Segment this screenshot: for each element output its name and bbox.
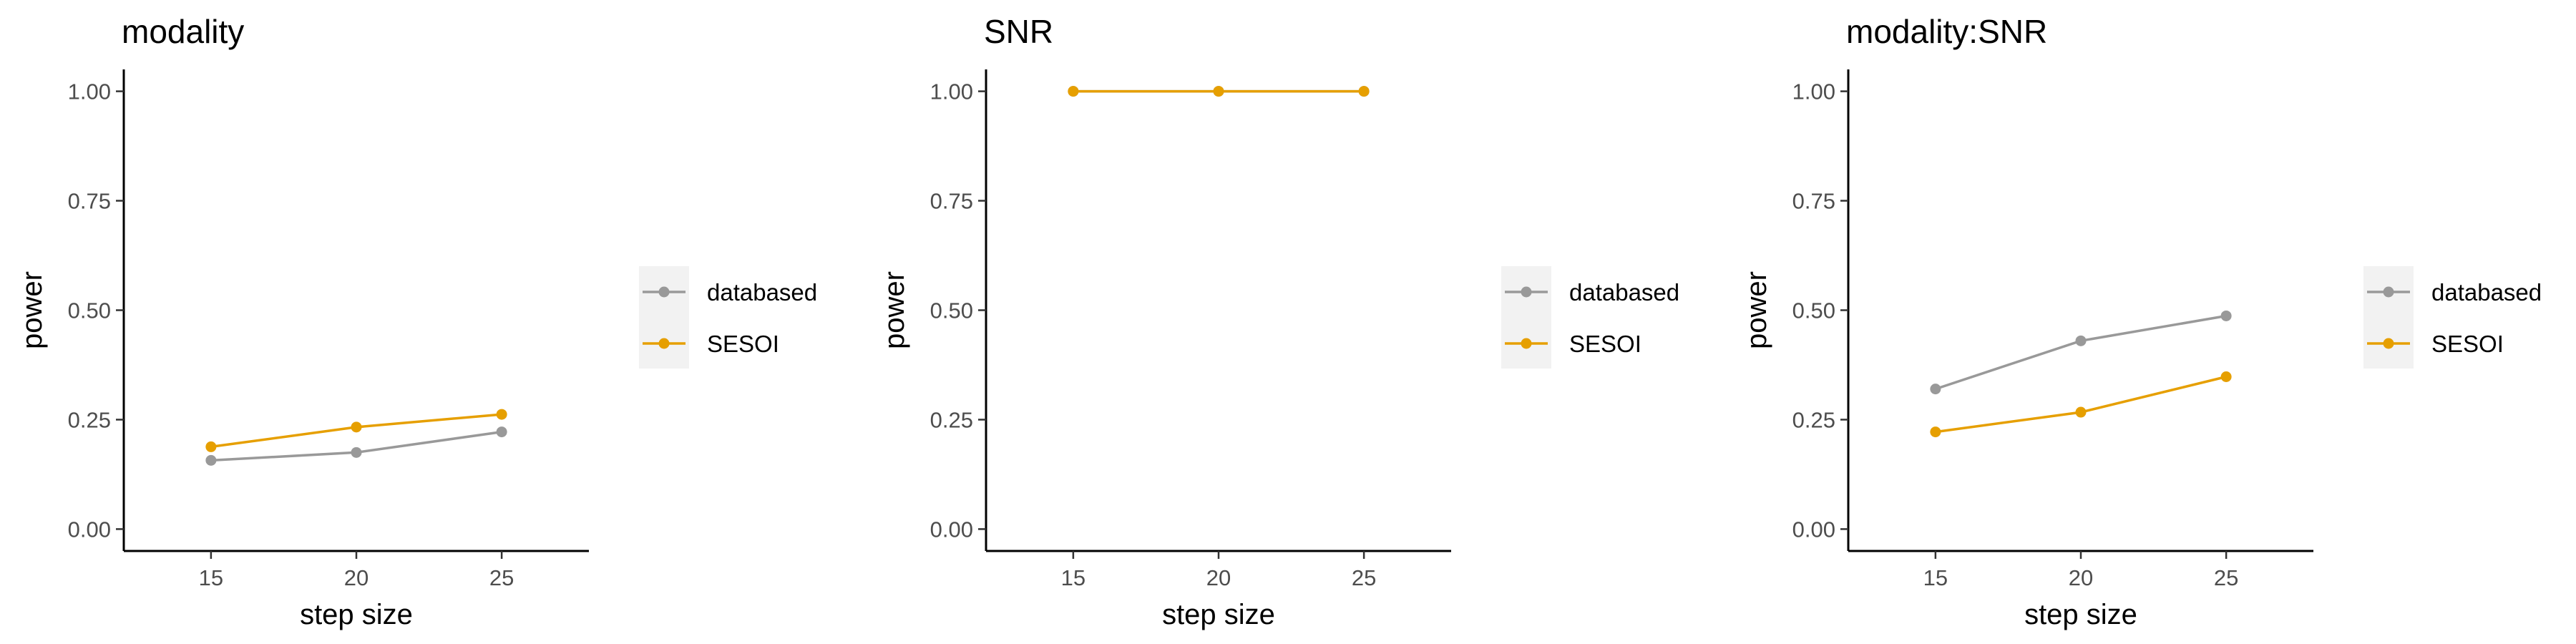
data-point-databased	[205, 454, 217, 466]
legend-key-point-databased	[658, 286, 670, 298]
panel-3: modality:SNR 0.00 0.25 0.50 0.75 1.00 15 20 25 st…	[1741, 13, 2542, 630]
y-tick-label: 0.25	[930, 407, 973, 432]
data-point-SESOI	[205, 441, 217, 452]
legend-label-databased: databased	[1569, 279, 1679, 306]
y-axis-label: power	[879, 271, 910, 349]
data-point-databased	[351, 447, 362, 458]
x-tick-label: 25	[1352, 565, 1376, 590]
x-tick-label: 15	[1061, 565, 1085, 590]
legend-key-background	[2363, 266, 2414, 369]
data-point-databased	[496, 426, 507, 438]
legend-key-background	[639, 266, 689, 369]
legend: databased SESOI	[1501, 266, 1679, 369]
x-tick-label: 25	[2214, 565, 2238, 590]
y-tick-label: 0.00	[930, 517, 973, 542]
x-axis-label: step size	[2024, 599, 2137, 630]
legend-label-SESOI: SESOI	[707, 331, 779, 357]
y-tick-label: 0.25	[1792, 407, 1835, 432]
data-point-databased	[1930, 384, 1941, 395]
y-tick-label: 0.75	[1792, 189, 1835, 214]
y-tick-label: 0.75	[68, 189, 111, 214]
data-point-SESOI	[1213, 86, 1224, 97]
y-tick-label: 0.50	[68, 298, 111, 323]
legend: databased SESOI	[2363, 266, 2542, 369]
y-tick-label: 1.00	[68, 79, 111, 104]
x-axis-label: step size	[1162, 599, 1275, 630]
panel-title: modality	[122, 13, 244, 50]
x-tick-label: 20	[344, 565, 369, 590]
legend-label-databased: databased	[707, 279, 817, 306]
data-point-SESOI	[1068, 86, 1079, 97]
legend: databased SESOI	[639, 266, 817, 369]
data-point-SESOI	[2220, 371, 2232, 382]
y-tick-label: 0.75	[930, 189, 973, 214]
legend-key-point-databased	[2383, 286, 2394, 298]
x-tick-label: 20	[1206, 565, 1231, 590]
data-point-SESOI	[496, 409, 507, 420]
x-tick-label: 20	[2069, 565, 2093, 590]
panel-1: modality 0.00 0.25 0.50 0.75 1.00 15 20 25 step s…	[16, 13, 817, 630]
legend-key-background	[1501, 266, 1551, 369]
y-tick-label: 0.50	[1792, 298, 1835, 323]
data-point-databased	[2075, 335, 2087, 346]
legend-label-SESOI: SESOI	[2431, 331, 2504, 357]
legend-key-point-SESOI	[658, 338, 670, 349]
y-tick-label: 0.25	[68, 407, 111, 432]
panel-2: SNR 0.00 0.25 0.50 0.75 1.00 15 20 25 step size po…	[879, 13, 1679, 630]
data-point-SESOI	[2075, 406, 2087, 418]
data-point-databased	[2220, 310, 2232, 321]
y-tick-label: 1.00	[930, 79, 973, 104]
y-tick-label: 0.00	[68, 517, 111, 542]
y-axis-label: power	[16, 271, 48, 349]
y-tick-label: 0.50	[930, 298, 973, 323]
data-point-SESOI	[1930, 426, 1941, 438]
x-tick-label: 15	[1923, 565, 1948, 590]
x-axis-label: step size	[300, 599, 413, 630]
x-tick-label: 25	[489, 565, 514, 590]
legend-label-databased: databased	[2431, 279, 2542, 306]
panel-title: SNR	[984, 13, 1053, 50]
legend-key-point-SESOI	[1521, 338, 1532, 349]
legend-key-point-SESOI	[2383, 338, 2394, 349]
y-tick-label: 1.00	[1792, 79, 1835, 104]
panel-title: modality:SNR	[1846, 13, 2047, 50]
legend-label-SESOI: SESOI	[1569, 331, 1641, 357]
x-tick-label: 15	[199, 565, 223, 590]
data-point-SESOI	[1358, 86, 1370, 97]
y-axis-label: power	[1741, 271, 1772, 349]
y-tick-label: 0.00	[1792, 517, 1835, 542]
data-point-SESOI	[351, 421, 362, 433]
legend-key-point-databased	[1521, 286, 1532, 298]
